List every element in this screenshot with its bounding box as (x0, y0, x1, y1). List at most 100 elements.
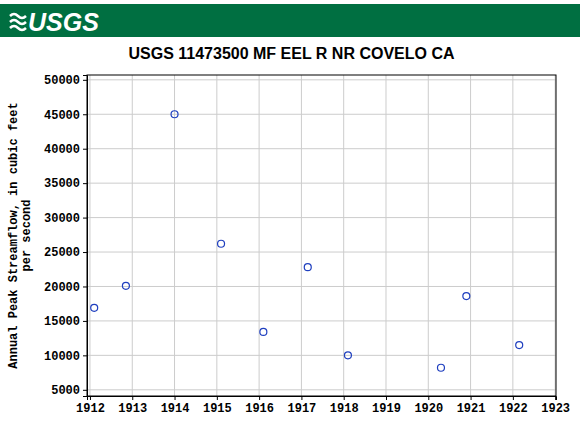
x-tick: 1919 (372, 396, 401, 416)
grid-line (87, 252, 556, 253)
x-tick-mark (175, 396, 176, 400)
grid-line (512, 75, 513, 396)
x-tick-label: 1919 (372, 402, 401, 416)
y-axis-title: Annual Peak Streamflow, in cubic feetper… (7, 102, 34, 368)
y-axis-title-line: Annual Peak Streamflow, in cubic feet (7, 102, 21, 368)
y-tick-mark (83, 252, 87, 253)
x-tick-label: 1918 (330, 402, 359, 416)
x-tick-label: 1921 (457, 402, 486, 416)
y-tick-label: 40000 (44, 143, 80, 157)
y-tick-mark (83, 80, 87, 81)
y-axis-title-line: per second (20, 199, 34, 271)
y-tick: 25000 (44, 246, 87, 260)
logo-text: USGS (28, 8, 99, 36)
y-tick-label: 50000 (44, 74, 80, 88)
x-tick-label: 1914 (161, 402, 190, 416)
grid-line (301, 75, 302, 396)
y-tick: 20000 (44, 281, 87, 295)
y-tick: 45000 (44, 109, 87, 123)
points (91, 111, 523, 371)
x-tick: 1912 (76, 396, 105, 416)
x-tick-mark (471, 396, 472, 400)
y-tick: 30000 (44, 212, 87, 226)
data-point (437, 364, 444, 371)
y-tick-label: 45000 (44, 109, 80, 123)
x-tick-mark (90, 396, 91, 400)
grid-line (87, 320, 556, 321)
x-tick: 1917 (288, 396, 317, 416)
grid-line (87, 79, 556, 80)
x-tick-label: 1920 (414, 402, 443, 416)
data-point (344, 352, 351, 359)
logo-waves (10, 14, 26, 30)
x-tick-mark (132, 396, 133, 400)
grid-line (87, 148, 556, 149)
grid-line (87, 114, 556, 115)
y-tick-label: 35000 (44, 177, 80, 191)
data-point (91, 304, 98, 311)
x-tick: 1914 (161, 396, 190, 416)
x-axis-line (88, 397, 557, 401)
y-tick: 5000 (51, 384, 87, 398)
x-tick-mark (217, 396, 218, 400)
y-tick: 35000 (44, 177, 87, 191)
y-tick-mark (83, 149, 87, 150)
grid-line (87, 355, 556, 356)
y-tick-label: 15000 (44, 315, 80, 329)
y-tick-label: 10000 (44, 350, 80, 364)
x-tick: 1923 (541, 396, 570, 416)
y-tick-mark (83, 183, 87, 184)
data-point (463, 293, 470, 300)
x-tick: 1922 (499, 396, 528, 416)
x-tick-label: 1922 (499, 402, 528, 416)
y-tick-mark (83, 114, 87, 115)
x-tick-label: 1913 (118, 402, 147, 416)
x-tick-mark (344, 396, 345, 400)
y-axis: 5000 10000 15000 20000 25000 30000 35000 40000 4… (44, 74, 88, 398)
grid-line (470, 75, 471, 396)
x-tick-mark (301, 396, 302, 400)
data-point (260, 328, 267, 335)
x-tick: 1913 (118, 396, 147, 416)
grid-line (87, 183, 556, 184)
grid-line (89, 75, 90, 396)
x-tick-mark (386, 396, 387, 400)
chart: USGS USGS 11473500 MF EEL R NR COVELO CA 1… (0, 0, 580, 430)
x-tick: 1918 (330, 396, 359, 416)
grid-line (259, 75, 260, 396)
x-tick-mark (513, 396, 514, 400)
y-tick-label: 25000 (44, 246, 80, 260)
x-tick-mark (555, 396, 556, 400)
x-tick-label: 1912 (76, 402, 105, 416)
x-tick-mark (428, 396, 429, 400)
x-tick-label: 1916 (245, 402, 274, 416)
grid-line (87, 286, 556, 287)
y-tick-mark (83, 321, 87, 322)
x-tick: 1916 (245, 396, 274, 416)
y-tick-label: 5000 (51, 384, 80, 398)
x-tick: 1920 (414, 396, 443, 416)
data-point (218, 240, 225, 247)
header-banner (0, 4, 580, 37)
data-point (122, 282, 129, 289)
grid-line (385, 75, 386, 396)
y-tick: 15000 (44, 315, 87, 329)
y-tick: 10000 (44, 350, 87, 364)
grid-line (343, 75, 344, 396)
grid-line (428, 75, 429, 396)
y-tick-mark (83, 218, 87, 219)
y-tick-mark (83, 390, 87, 391)
data-point (171, 111, 178, 118)
grid (87, 75, 556, 396)
x-tick-mark (259, 396, 260, 400)
x-tick-label: 1915 (203, 402, 232, 416)
grid-line (216, 75, 217, 396)
title: USGS 11473500 MF EEL R NR COVELO CA (128, 45, 454, 62)
data-point (304, 264, 311, 271)
y-tick: 50000 (44, 74, 87, 88)
y-tick-mark (83, 355, 87, 356)
y-tick-mark (83, 286, 87, 287)
x-tick-label: 1923 (541, 402, 570, 416)
y-axis-line (83, 76, 88, 397)
data-point (516, 342, 523, 349)
